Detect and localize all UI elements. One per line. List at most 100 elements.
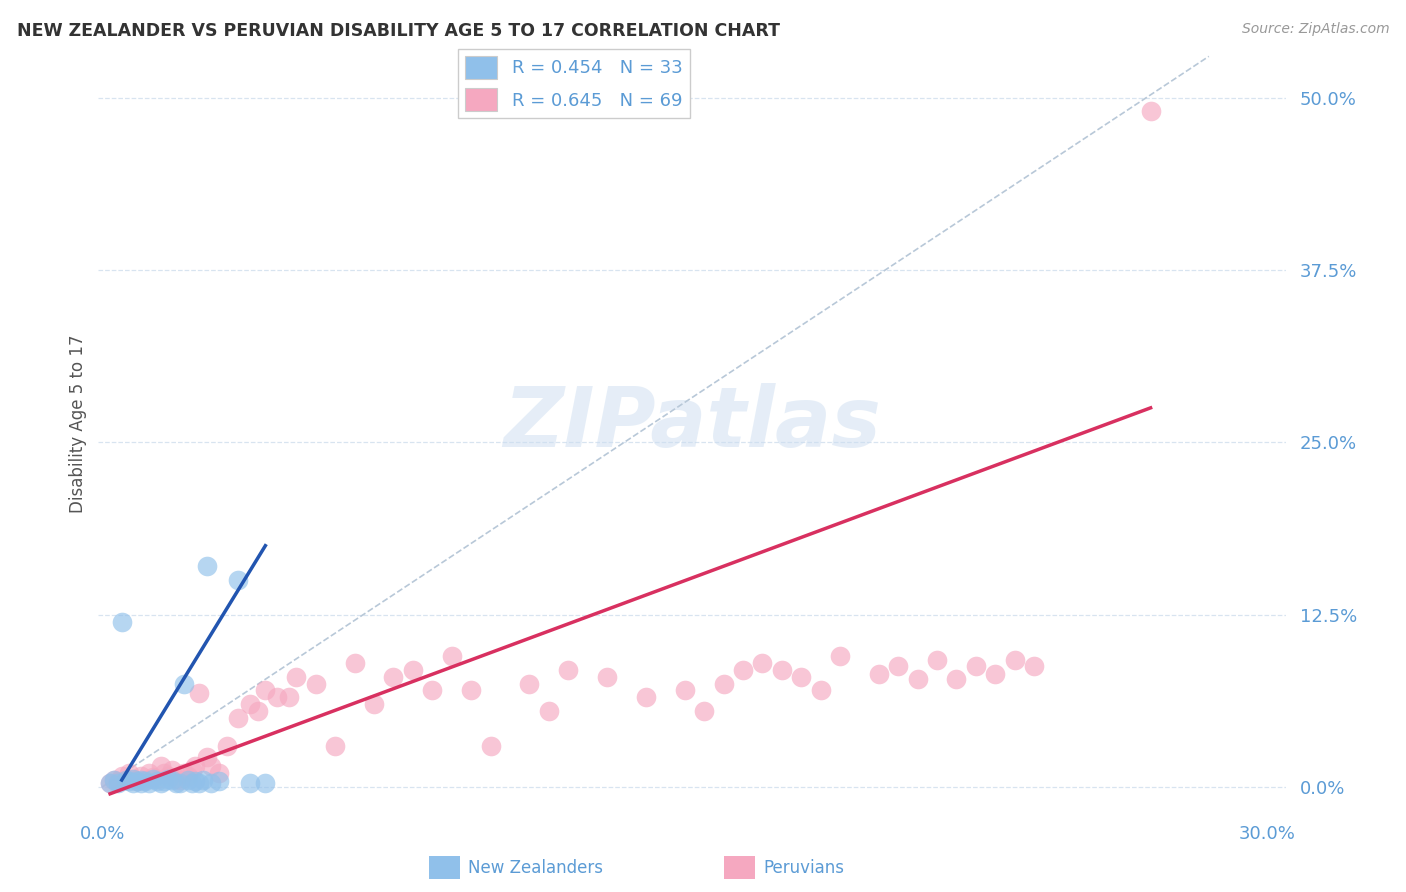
Point (129, 776, 152, 790)
Point (98, 776, 121, 790)
Point (266, 690, 288, 705)
Point (343, 656, 366, 670)
Point (382, 670, 405, 684)
Point (925, 653, 948, 667)
Point (460, 683, 482, 698)
Point (142, 772, 165, 786)
Point (195, 749, 218, 764)
Point (180, 764, 202, 778)
Point (149, 776, 172, 790)
Point (138, 776, 160, 790)
Point (165, 776, 187, 790)
Point (770, 663, 793, 677)
Point (122, 772, 145, 786)
Point (226, 711, 249, 725)
Point (127, 774, 149, 789)
Point (111, 769, 134, 783)
Y-axis label: Disability Age 5 to 17: Disability Age 5 to 17 (69, 334, 87, 513)
Point (98, 776, 121, 790)
Point (129, 769, 152, 783)
Point (142, 770, 165, 784)
Point (215, 739, 238, 753)
Point (239, 776, 262, 790)
Point (157, 769, 180, 783)
Point (200, 759, 222, 773)
Point (118, 774, 141, 789)
Text: NEW ZEALANDER VS PERUVIAN DISABILITY AGE 5 TO 17 CORRELATION CHART: NEW ZEALANDER VS PERUVIAN DISABILITY AGE… (17, 22, 780, 40)
Point (127, 774, 149, 789)
Point (165, 772, 187, 786)
Point (254, 683, 277, 698)
Point (149, 759, 172, 773)
Point (285, 670, 308, 684)
Point (402, 663, 425, 677)
Point (195, 559, 218, 574)
Point (188, 776, 211, 790)
Point (177, 772, 200, 787)
Point (107, 774, 129, 789)
Point (103, 772, 125, 787)
Point (208, 774, 231, 789)
Point (519, 676, 541, 690)
Point (246, 704, 269, 718)
Point (173, 676, 195, 690)
Point (254, 776, 277, 790)
Point (1024, 658, 1046, 673)
Point (810, 683, 832, 698)
Point (160, 764, 183, 778)
Point (184, 774, 207, 789)
Point (200, 776, 222, 790)
Point (693, 704, 716, 718)
Point (363, 697, 385, 711)
Point (134, 772, 156, 787)
Point (751, 656, 773, 670)
Legend: R = 0.454   N = 33, R = 0.645   N = 69: R = 0.454 N = 33, R = 0.645 N = 69 (457, 48, 690, 119)
Point (907, 673, 929, 687)
Point (984, 666, 1007, 681)
Text: Source: ZipAtlas.com: Source: ZipAtlas.com (1241, 22, 1389, 37)
Point (118, 766, 141, 780)
Point (138, 766, 160, 780)
Point (226, 573, 249, 587)
Point (122, 772, 145, 786)
Point (145, 772, 167, 786)
Point (107, 776, 129, 790)
Point (173, 766, 195, 780)
Point (114, 772, 136, 787)
Point (111, 615, 134, 629)
Point (479, 739, 502, 753)
Point (305, 676, 328, 690)
Point (868, 666, 890, 681)
Point (887, 658, 910, 673)
Point (731, 663, 754, 677)
Point (188, 686, 211, 700)
Point (828, 648, 851, 663)
Point (129, 772, 152, 787)
Point (634, 690, 657, 705)
Point (557, 663, 579, 677)
Point (1004, 653, 1026, 667)
Point (153, 774, 176, 789)
Point (945, 673, 967, 687)
Point (420, 683, 443, 698)
Point (184, 759, 207, 773)
Point (965, 658, 987, 673)
Point (1139, 104, 1161, 119)
Point (122, 776, 145, 790)
Point (193, 772, 215, 787)
Point (160, 772, 183, 787)
Text: ZIPatlas: ZIPatlas (503, 384, 882, 464)
Point (596, 670, 619, 684)
Point (239, 697, 262, 711)
Point (169, 776, 191, 790)
Point (169, 772, 191, 787)
Point (180, 776, 202, 790)
Point (157, 772, 180, 786)
Point (103, 772, 125, 787)
Point (323, 739, 346, 753)
Point (537, 704, 560, 718)
Point (673, 683, 696, 698)
Point (440, 648, 463, 663)
Point (208, 766, 231, 780)
Point (145, 774, 167, 789)
